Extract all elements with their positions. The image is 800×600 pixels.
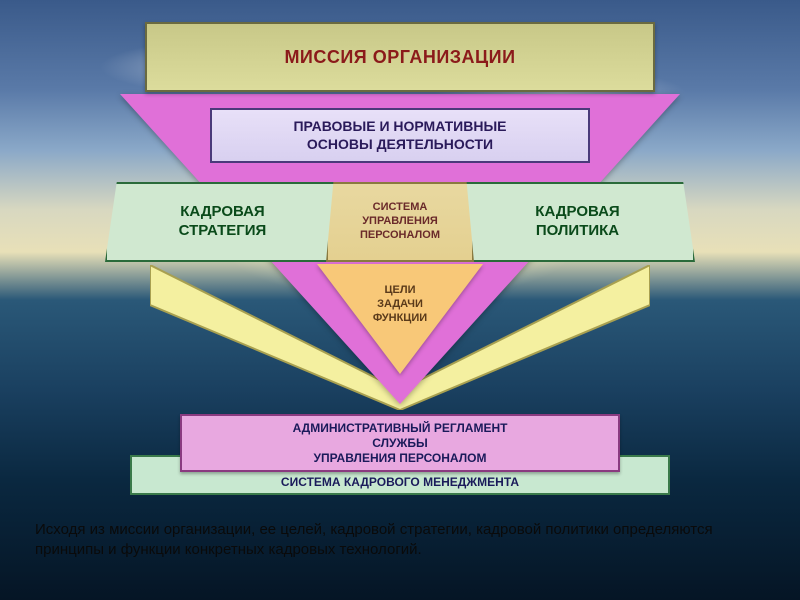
policy-box: КАДРОВАЯПОЛИТИКА [460,182,695,262]
goals-box: ЦЕЛИЗАДАЧИФУНКЦИИ [330,275,470,335]
strategy-box: КАДРОВАЯСТРАТЕГИЯ [105,182,340,262]
mission-box: МИССИЯ ОРГАНИЗАЦИИ [145,22,655,92]
caption-text: Исходя из миссии организации, ее целей, … [35,520,765,561]
legal-label: ПРАВОВЫЕ И НОРМАТИВНЫЕОСНОВЫ ДЕЯТЕЛЬНОСТ… [293,118,506,153]
caption-label: Исходя из миссии организации, ее целей, … [35,520,765,561]
system-label: СИСТЕМАУПРАВЛЕНИЯПЕРСОНАЛОМ [360,201,440,242]
policy-label: КАДРОВАЯПОЛИТИКА [535,203,619,241]
admin-box: АДМИНИСТРАТИВНЫЙ РЕГЛАМЕНТСЛУЖБЫУПРАВЛЕН… [180,414,620,472]
system-box: СИСТЕМАУПРАВЛЕНИЯПЕРСОНАЛОМ [326,182,474,262]
goals-label: ЦЕЛИЗАДАЧИФУНКЦИИ [373,284,427,325]
mission-label: МИССИЯ ОРГАНИЗАЦИИ [284,46,515,69]
legal-box: ПРАВОВЫЕ И НОРМАТИВНЫЕОСНОВЫ ДЕЯТЕЛЬНОСТ… [210,108,590,163]
diagram-stage: МИССИЯ ОРГАНИЗАЦИИ ПРАВОВЫЕ И НОРМАТИВНЫ… [0,0,800,600]
strategy-label: КАДРОВАЯСТРАТЕГИЯ [179,203,267,241]
admin-label: АДМИНИСТРАТИВНЫЙ РЕГЛАМЕНТСЛУЖБЫУПРАВЛЕН… [293,421,508,466]
